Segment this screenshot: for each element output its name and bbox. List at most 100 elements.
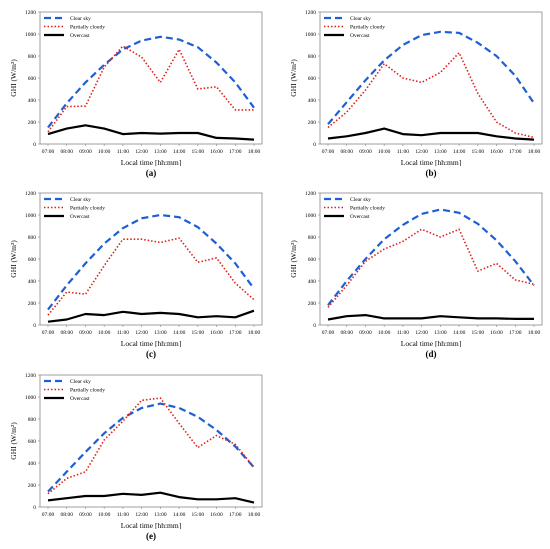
legend-label: Partially cloudy <box>350 25 385 31</box>
y-tick-label: 1000 <box>25 32 36 38</box>
legend-label: Clear sky <box>350 16 371 22</box>
x-tick-label: 09:00 <box>79 330 92 336</box>
legend-label: Overcast <box>70 214 90 220</box>
plot-frame <box>39 192 263 326</box>
y-tick-label: 1200 <box>25 10 36 16</box>
y-tick-label: 400 <box>28 98 37 104</box>
series-line-overcast <box>47 309 255 323</box>
x-tick-label: 17:00 <box>229 512 242 518</box>
x-tick-label: 15:00 <box>192 330 205 336</box>
legend-label: Overcast <box>70 396 90 402</box>
y-axis-title: GHI (W/m²) <box>9 59 18 97</box>
series-line-partially-cloudy <box>327 228 535 308</box>
y-tick-label: 1000 <box>25 213 36 219</box>
series-line-partially-cloudy <box>327 51 535 139</box>
x-tick-label: 09:00 <box>79 512 92 518</box>
x-tick-label: 18:00 <box>248 512 261 518</box>
y-tick-label: 800 <box>28 417 37 423</box>
chart-panel-a: 0 200 400 600 800 1000 1200 07:00 08:00 09:00 10:0… <box>0 0 270 180</box>
x-tick-label: 09:00 <box>359 149 372 155</box>
legend-label: Clear sky <box>350 197 371 203</box>
y-axis-title: GHI (W/m²) <box>289 59 298 97</box>
y-tick-label: 0 <box>33 323 36 329</box>
x-tick-label: 16:00 <box>210 149 223 155</box>
x-tick-label: 17:00 <box>509 330 522 336</box>
y-tick-label: 200 <box>28 483 37 489</box>
series-line-partially-cloudy <box>47 45 254 133</box>
x-tick-label: 10:00 <box>98 149 111 155</box>
x-tick-label: 16:00 <box>490 330 503 336</box>
y-tick-label: 1000 <box>305 213 316 219</box>
x-tick-label: 09:00 <box>359 330 372 336</box>
chart-svg: 0 200 400 600 800 1000 1200 07:00 08:00 09:00 10:0… <box>9 373 263 530</box>
series-line-partially-cloudy <box>47 397 255 495</box>
y-tick-label: 0 <box>33 142 36 148</box>
y-axis-title: GHI (W/m²) <box>289 240 298 278</box>
legend-label: Partially cloudy <box>70 25 105 31</box>
y-tick-label: 200 <box>28 120 37 126</box>
y-tick-label: 200 <box>308 120 317 126</box>
chart-panel-c: 0 200 400 600 800 1000 1200 07:00 08:00 09:00 10:0… <box>0 181 270 361</box>
chart-panel-e: 0 200 400 600 800 1000 1200 07:00 08:00 09:00 10:0… <box>0 363 270 543</box>
y-tick-label: 800 <box>308 235 317 241</box>
y-tick-label: 600 <box>28 76 37 82</box>
legend-label: Clear sky <box>70 16 91 22</box>
y-tick-label: 1200 <box>25 373 36 379</box>
y-tick-label: 800 <box>308 54 317 60</box>
x-tick-label: 15:00 <box>192 149 205 155</box>
x-tick-label: 15:00 <box>472 149 485 155</box>
x-tick-label: 13:00 <box>434 330 447 336</box>
y-tick-label: 1000 <box>305 32 316 38</box>
x-tick-label: 17:00 <box>229 149 242 155</box>
legend-label: Overcast <box>70 33 90 39</box>
chart-svg: 0 200 400 600 800 1000 1200 07:00 08:00 09:00 10:0… <box>289 10 543 167</box>
series-line-clear-sky <box>47 213 255 311</box>
x-tick-label: 16:00 <box>210 512 223 518</box>
y-tick-label: 1200 <box>305 191 316 197</box>
x-axis-title: Local time [hh:mm] <box>121 521 181 529</box>
x-tick-label: 18:00 <box>248 149 261 155</box>
legend-label: Partially cloudy <box>70 206 105 212</box>
x-tick-label: 12:00 <box>415 149 428 155</box>
x-tick-label: 11:00 <box>397 149 410 155</box>
x-tick-label: 08:00 <box>60 149 73 155</box>
x-tick-label: 12:00 <box>135 512 148 518</box>
x-tick-label: 14:00 <box>453 330 466 336</box>
x-tick-label: 10:00 <box>98 330 111 336</box>
y-tick-label: 1000 <box>25 395 36 401</box>
x-tick-label: 08:00 <box>60 330 73 336</box>
x-tick-label: 13:00 <box>434 149 447 155</box>
x-tick-label: 07:00 <box>42 149 55 155</box>
y-tick-label: 800 <box>28 54 37 60</box>
legend-label: Partially cloudy <box>70 388 105 394</box>
y-tick-label: 200 <box>308 301 317 307</box>
series-line-clear-sky <box>327 208 535 306</box>
x-tick-label: 17:00 <box>229 330 242 336</box>
x-tick-label: 11:00 <box>397 330 410 336</box>
x-tick-label: 07:00 <box>322 149 335 155</box>
plot-frame <box>319 192 543 326</box>
x-tick-label: 12:00 <box>135 330 148 336</box>
chart-svg: 0 200 400 600 800 1000 1200 07:00 08:00 09:00 10:0… <box>9 191 263 348</box>
legend-label: Partially cloudy <box>350 206 385 212</box>
x-tick-label: 14:00 <box>173 512 186 518</box>
y-tick-label: 600 <box>28 439 37 445</box>
x-tick-label: 08:00 <box>340 330 353 336</box>
y-tick-label: 1200 <box>305 10 316 16</box>
y-tick-label: 0 <box>313 323 316 329</box>
x-tick-label: 14:00 <box>173 149 186 155</box>
y-tick-label: 0 <box>33 505 36 511</box>
y-tick-label: 600 <box>308 257 317 263</box>
series-line-overcast <box>47 491 255 504</box>
x-tick-label: 09:00 <box>79 149 92 155</box>
series-line-clear-sky <box>47 35 255 129</box>
x-tick-label: 11:00 <box>117 330 130 336</box>
x-tick-label: 11:00 <box>117 512 130 518</box>
x-tick-label: 17:00 <box>509 149 522 155</box>
panel-caption: (d) <box>425 349 437 359</box>
x-tick-label: 10:00 <box>378 330 391 336</box>
x-tick-label: 08:00 <box>60 512 73 518</box>
x-axis-title: Local time [hh:mm] <box>401 158 461 166</box>
x-tick-label: 07:00 <box>42 512 55 518</box>
x-tick-label: 13:00 <box>154 330 167 336</box>
